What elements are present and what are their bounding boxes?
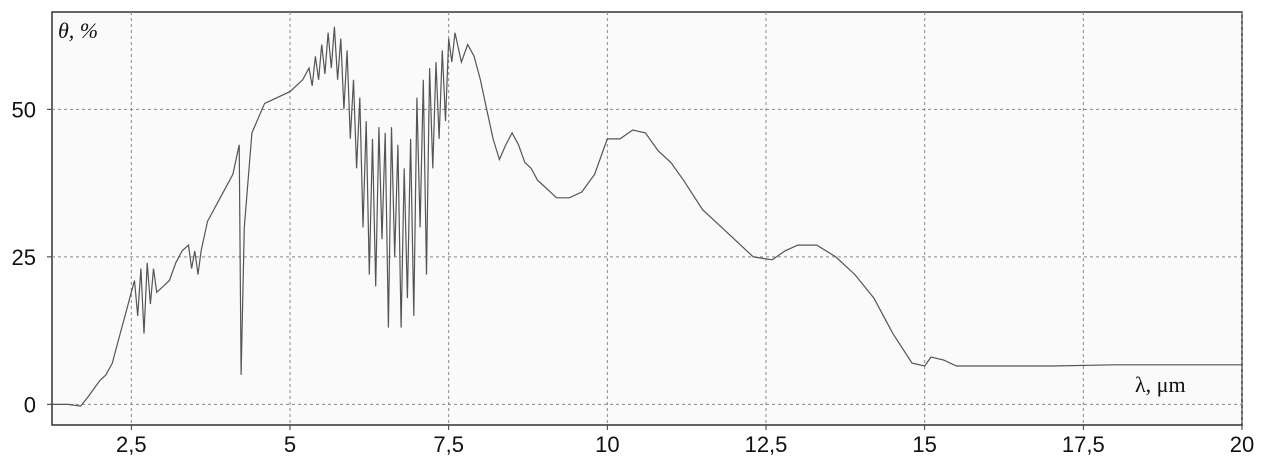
x-tick-label: 12,5 [745,432,788,457]
y-tick-label: 50 [12,97,36,122]
data-line [52,26,1242,407]
x-tick-label: 15 [912,432,936,457]
x-tick-label: 7,5 [433,432,464,457]
x-tick-label: 10 [595,432,619,457]
y-tick-label: 0 [24,392,36,417]
plot-frame [51,11,1243,426]
x-tick-label: 20 [1230,432,1254,457]
x-axis-label: λ, μm [1135,372,1186,397]
x-tick-label: 5 [284,432,296,457]
x-tick-label: 17,5 [1062,432,1105,457]
y-tick-label: 25 [12,245,36,270]
x-tick-label: 2,5 [116,432,147,457]
y-axis-label: θ, % [58,18,98,43]
